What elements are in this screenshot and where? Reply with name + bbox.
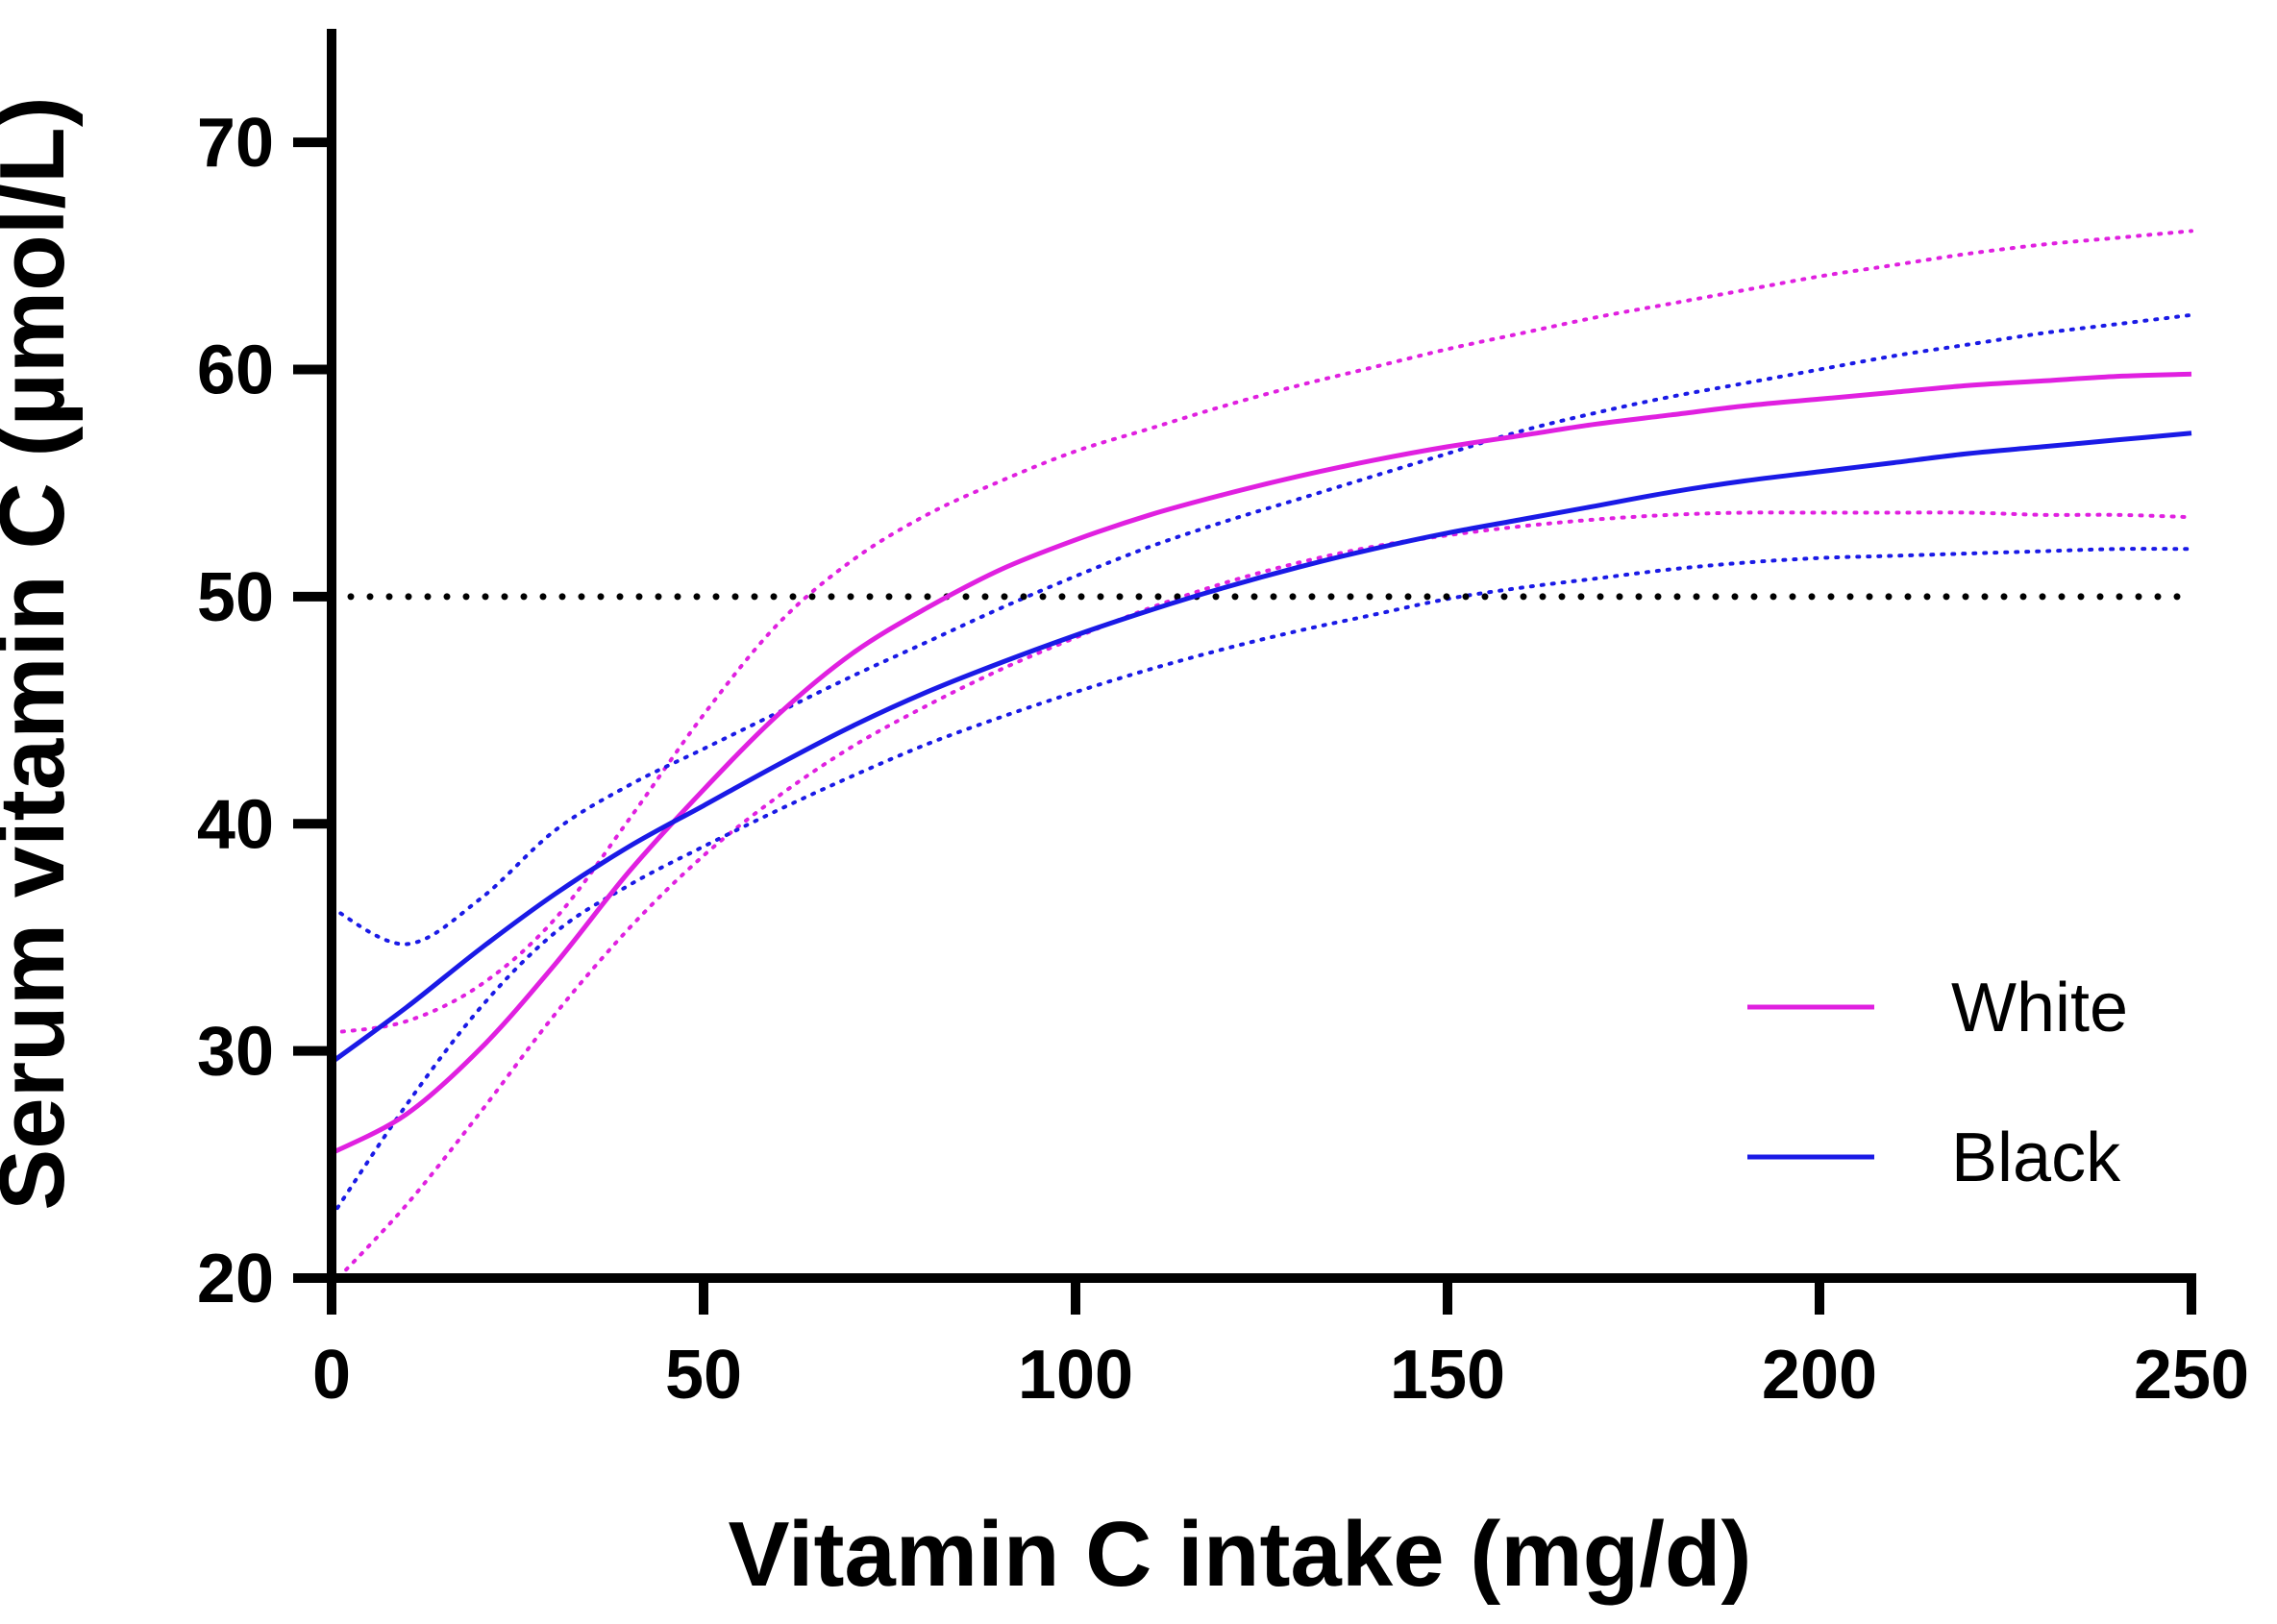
y-axis-title: Serum vitamin C (µmol/L) xyxy=(0,96,84,1210)
x-tick-label: 150 xyxy=(1390,1337,1505,1414)
series-black-ci-lower xyxy=(330,547,2193,1219)
axes xyxy=(293,29,2196,1315)
series-black-line xyxy=(330,431,2192,1065)
x-tick-label: 50 xyxy=(665,1337,742,1414)
series-white-ci-lower xyxy=(330,510,2193,1288)
x-tick-label: 250 xyxy=(2134,1337,2249,1414)
legend: White Black xyxy=(1747,970,2128,1196)
series-white-ci-upper xyxy=(330,229,2193,1035)
y-tick-label: 50 xyxy=(197,559,274,636)
confidence-bands xyxy=(330,229,2193,1288)
legend-label-white: White xyxy=(1951,970,2128,1046)
x-axis-title: Vitamin C intake (mg/d) xyxy=(728,1503,1751,1606)
x-tick-label: 200 xyxy=(1762,1337,1877,1414)
y-tick-label: 30 xyxy=(197,1014,274,1091)
legend-label-black: Black xyxy=(1951,1120,2121,1196)
y-tick-label: 40 xyxy=(197,786,274,863)
series-black-ci-upper xyxy=(330,312,2193,947)
x-tick-label: 100 xyxy=(1018,1337,1133,1414)
y-tick-label: 70 xyxy=(197,105,274,182)
tick-labels: 20 30 40 50 60 70 0 50 100 150 200 250 xyxy=(197,105,2249,1414)
y-tick-label: 60 xyxy=(197,332,274,409)
fit-lines xyxy=(330,371,2192,1156)
x-tick-label: 0 xyxy=(312,1337,351,1414)
y-tick-label: 20 xyxy=(197,1241,274,1317)
series-white-line xyxy=(330,371,2192,1156)
